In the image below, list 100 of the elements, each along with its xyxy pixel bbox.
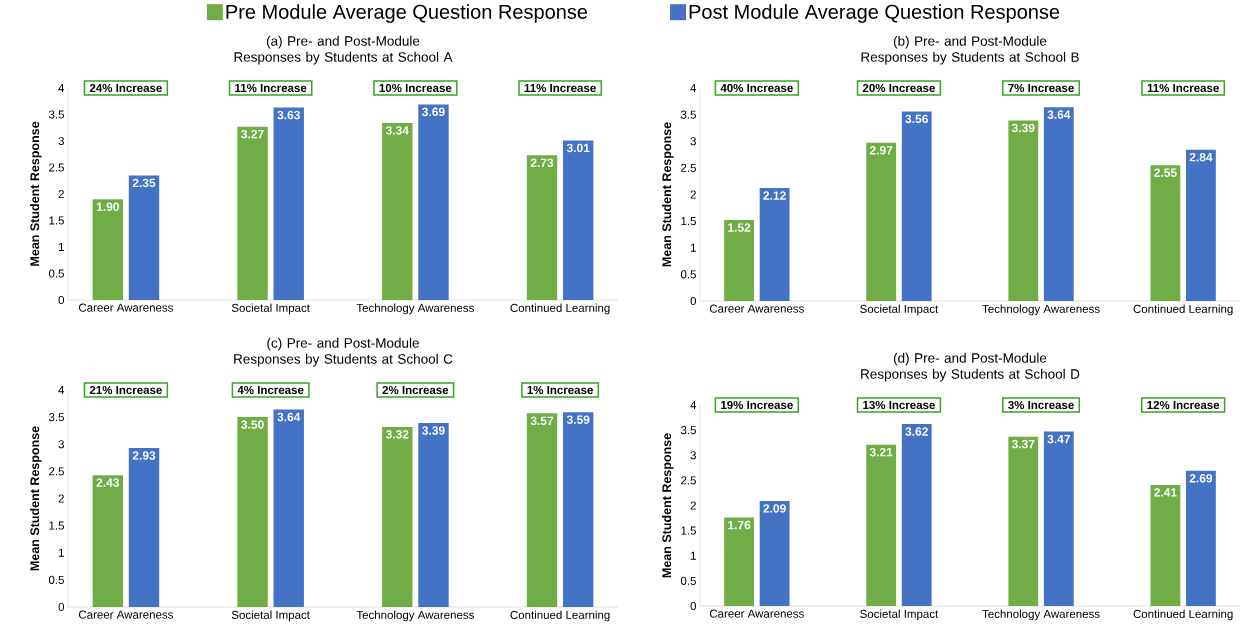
y-tick-label: 0.5: [48, 269, 64, 278]
bar: [1043, 107, 1074, 301]
data-label: 2.73: [530, 158, 554, 168]
bar: [1150, 484, 1181, 606]
bar: [92, 199, 124, 300]
annotation: 4% Increase: [237, 385, 304, 395]
bar: [563, 140, 594, 300]
bar: [759, 188, 790, 301]
bar: [418, 104, 449, 300]
data-label: 3.32: [385, 430, 409, 439]
annotation: 11% Increase: [1147, 83, 1219, 93]
y-axis-title: Mean Student Response: [661, 433, 674, 578]
data-label: 1.52: [728, 223, 751, 232]
data-label: 3.27: [241, 129, 264, 139]
y-tick-label: 0.5: [680, 270, 696, 279]
y-tick-label: 2.5: [49, 163, 64, 172]
annotation: 3% Increase: [1008, 400, 1074, 410]
data-label: 3.21: [869, 447, 893, 457]
annotation: 20% Increase: [862, 83, 935, 93]
bar: [724, 220, 754, 301]
bar: [237, 417, 268, 607]
annotation: 11% Increase: [235, 83, 307, 93]
y-tick-label: 2.5: [681, 163, 696, 172]
y-tick-label: 2.5: [681, 476, 696, 485]
data-label: 3.62: [905, 427, 928, 436]
data-label: 3.01: [566, 143, 590, 153]
bar: [1150, 165, 1181, 301]
y-tick-label: 4: [690, 84, 697, 92]
y-tick-label: 0.5: [48, 575, 64, 584]
x-tick-label: Societal Impact: [231, 610, 310, 622]
bar: [1186, 470, 1216, 606]
bar: [382, 426, 413, 607]
x-tick-label: Continued Learning: [510, 610, 610, 622]
y-tick-label: 0: [58, 602, 65, 612]
y-tick-label: 0: [690, 601, 697, 611]
y-tick-label: 3.5: [48, 110, 64, 119]
bar: [128, 448, 160, 607]
y-tick-label: 1: [58, 243, 64, 251]
annotation: 1% Increase: [527, 385, 593, 395]
bar: [418, 423, 449, 607]
annotation: 11% Increase: [524, 83, 596, 93]
annotation: 21% Increase: [89, 385, 162, 395]
y-tick-label: 3.5: [48, 413, 64, 422]
legend-label: Pre Module Average Question Response: [226, 4, 588, 23]
bar: [1008, 436, 1039, 606]
bar: [382, 122, 413, 300]
y-tick-label: 3.5: [680, 426, 696, 435]
data-label: 2.93: [132, 451, 156, 460]
annotation: 7% Increase: [1008, 83, 1074, 93]
x-tick-label: Societal Impact: [231, 303, 310, 315]
data-label: 3.50: [241, 420, 264, 429]
bar: [273, 107, 304, 300]
bar: [1008, 120, 1039, 301]
x-tick-label: Career Awareness: [709, 609, 804, 618]
data-label: 3.39: [1011, 123, 1035, 133]
y-tick-label: 3.5: [680, 110, 696, 119]
y-tick-label: 4: [58, 84, 65, 92]
y-axis-title: Mean Student Response: [661, 122, 674, 267]
x-tick-label: Societal Impact: [860, 304, 939, 316]
data-label: 3.57: [530, 416, 554, 426]
y-tick-label: 3: [58, 440, 64, 449]
data-label: 3.39: [422, 426, 445, 435]
bar: [92, 475, 124, 607]
x-tick-label: Continued Learning: [1133, 304, 1233, 316]
data-label: 2.55: [1154, 168, 1177, 177]
x-tick-label: Technology Awareness: [982, 609, 1100, 621]
bar: [526, 413, 558, 607]
y-tick-label: 1: [690, 243, 696, 252]
data-label: 1.90: [96, 202, 119, 211]
data-label: 2.69: [1189, 474, 1213, 483]
y-tick-label: 2.5: [49, 467, 64, 476]
annotation: 13% Increase: [863, 400, 935, 410]
annotation: 12% Increase: [1147, 400, 1220, 410]
data-label: 2.35: [132, 178, 156, 188]
annotation: 24% Increase: [89, 83, 162, 93]
data-label: 2.12: [763, 191, 786, 200]
y-tick-label: 1: [690, 551, 696, 560]
y-tick-label: 1: [58, 548, 64, 557]
x-tick-label: Technology Awareness: [356, 610, 474, 622]
data-label: 2.09: [763, 504, 786, 513]
bar: [724, 517, 754, 606]
data-label: 3.69: [422, 107, 445, 117]
x-tick-label: Career Awareness: [709, 304, 804, 313]
y-tick-label: 2: [690, 501, 696, 510]
annotation: 40% Increase: [720, 83, 793, 93]
y-tick-label: 2: [690, 190, 696, 199]
data-label: 3.59: [566, 415, 590, 424]
y-tick-label: 0.5: [680, 576, 696, 585]
y-tick-label: 4: [690, 401, 697, 409]
data-label: 3.47: [1047, 434, 1070, 444]
data-label: 3.64: [1047, 110, 1071, 119]
data-label: 3.56: [905, 114, 928, 124]
y-tick-label: 1.5: [49, 521, 64, 530]
y-tick-label: 0: [690, 296, 697, 306]
x-tick-label: Societal Impact: [860, 609, 939, 621]
y-tick-label: 2: [58, 494, 64, 503]
bar: [273, 409, 304, 607]
bar: [866, 142, 897, 301]
data-label: 2.43: [96, 478, 120, 487]
x-tick-label: Career Awareness: [78, 610, 173, 619]
